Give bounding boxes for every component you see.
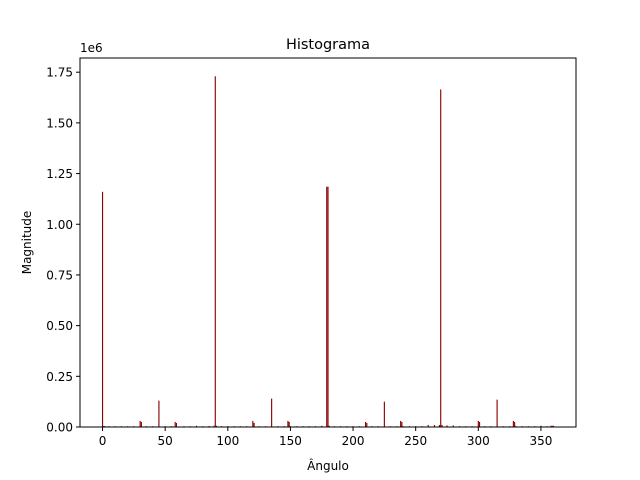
histogram-bar bbox=[208, 425, 210, 427]
histogram-bar bbox=[478, 421, 481, 427]
y-tick-label: 0.00 bbox=[46, 421, 73, 435]
y-offset-label: 1e6 bbox=[80, 41, 103, 55]
histogram-bar bbox=[477, 420, 479, 427]
histogram-bar bbox=[552, 425, 555, 427]
histogram-bar bbox=[326, 186, 328, 427]
histogram-bar bbox=[327, 186, 329, 427]
histogram-bar bbox=[174, 421, 176, 427]
histogram-bar bbox=[446, 425, 448, 427]
histogram-bar bbox=[271, 398, 273, 427]
plot-frame bbox=[79, 57, 577, 428]
histogram-bar bbox=[213, 425, 215, 427]
chart-title: Histograma bbox=[286, 37, 370, 53]
histogram-bar bbox=[195, 425, 198, 427]
x-tick-label: 200 bbox=[342, 434, 365, 448]
x-axis-ticks: 0 50 100 150 200 250 300 350 bbox=[99, 427, 552, 448]
bars-group bbox=[101, 76, 555, 428]
histogram-bar bbox=[253, 422, 255, 427]
x-tick-label: 150 bbox=[279, 434, 302, 448]
histogram-bar bbox=[288, 421, 290, 427]
y-tick-label: 1.00 bbox=[46, 218, 73, 232]
x-axis-label: Ângulo bbox=[307, 458, 349, 473]
histogram-bar bbox=[101, 191, 104, 427]
y-tick-label: 0.25 bbox=[46, 370, 73, 384]
histogram-bar bbox=[214, 76, 216, 427]
histogram-bar bbox=[441, 424, 443, 427]
histogram-bar bbox=[540, 425, 542, 427]
histogram-bar bbox=[438, 424, 441, 427]
histogram-bar bbox=[140, 421, 142, 427]
histogram-bar bbox=[427, 424, 429, 427]
histogram-bar bbox=[433, 424, 436, 427]
histogram-bar bbox=[321, 425, 323, 427]
histogram-bar bbox=[514, 421, 516, 427]
histogram-bar bbox=[175, 422, 178, 427]
histogram-bar bbox=[366, 422, 368, 427]
x-tick-label: 50 bbox=[158, 434, 173, 448]
x-tick-label: 250 bbox=[404, 434, 427, 448]
x-tick-label: 0 bbox=[99, 434, 107, 448]
y-tick-label: 1.25 bbox=[46, 167, 73, 181]
histogram-bar bbox=[401, 421, 403, 427]
histogram-bar bbox=[287, 420, 289, 427]
x-tick-label: 100 bbox=[216, 434, 239, 448]
histogram-bar bbox=[215, 425, 218, 427]
histogram-bar bbox=[452, 425, 454, 427]
x-tick-label: 350 bbox=[529, 434, 552, 448]
x-tick-label: 300 bbox=[467, 434, 490, 448]
y-axis-label: Magnitude bbox=[20, 211, 34, 275]
y-axis-ticks: 0.00 0.25 0.50 0.75 1.00 1.25 1.50 1.75 bbox=[46, 66, 80, 435]
histogram-bar bbox=[103, 425, 105, 427]
y-tick-label: 1.75 bbox=[46, 66, 73, 80]
histogram-bar bbox=[139, 420, 141, 427]
histogram-bar bbox=[328, 425, 330, 427]
histogram-bar bbox=[400, 420, 402, 427]
histogram-bar bbox=[440, 89, 442, 428]
y-tick-label: 0.75 bbox=[46, 268, 73, 282]
y-tick-label: 0.50 bbox=[46, 319, 73, 333]
histogram-bar bbox=[158, 400, 160, 427]
histogram-bar bbox=[365, 421, 367, 427]
histogram-bar bbox=[252, 420, 254, 427]
histogram-bar bbox=[512, 420, 514, 427]
histogram-bar bbox=[496, 399, 498, 427]
histogram-bar bbox=[383, 401, 385, 427]
histogram-bar bbox=[550, 425, 552, 427]
histogram-bar bbox=[551, 425, 553, 427]
y-tick-label: 1.50 bbox=[46, 116, 73, 130]
